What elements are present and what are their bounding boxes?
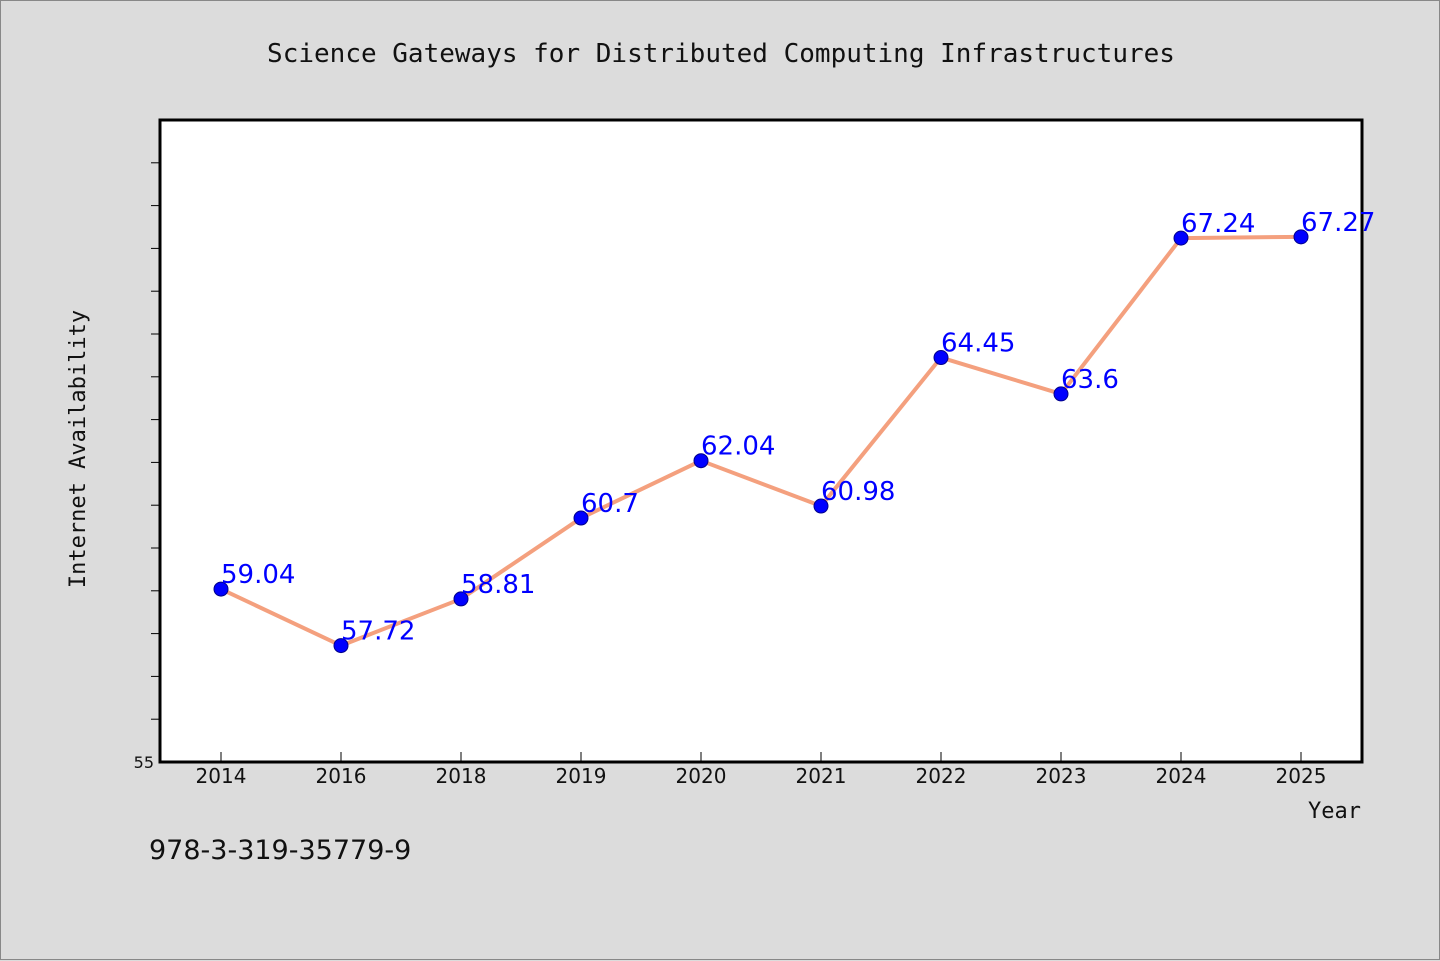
x-tick-label: 2021 (796, 764, 847, 788)
plot-area (158, 118, 1364, 764)
series-line (220, 234, 1302, 648)
data-point (1173, 230, 1189, 246)
data-label: 59.04 (221, 560, 295, 590)
data-point (933, 350, 949, 366)
x-tick-label: 2018 (436, 764, 487, 788)
x-tick-label: 2016 (316, 764, 367, 788)
data-labels: 59.04 57.72 58.81 60.7 62.04 60.98 64.45 63.6 67… (221, 208, 1375, 647)
data-label: 67.27 (1301, 208, 1375, 238)
data-label: 60.98 (821, 477, 895, 507)
data-point (813, 498, 829, 514)
data-label: 62.04 (701, 432, 775, 462)
x-tick-label: 2020 (676, 764, 727, 788)
x-tick-label: 2023 (1036, 764, 1087, 788)
data-label: 64.45 (941, 329, 1015, 359)
isbn-footnote: 978-3-319-35779-9 (149, 835, 412, 866)
data-point (693, 453, 709, 469)
data-label: 58.81 (461, 570, 535, 600)
x-axis-ticks: 2014 2016 2018 2019 2020 2021 2022 2023 2024 2025 (196, 752, 1327, 788)
data-point (333, 638, 349, 654)
y-tick-label: 55 (134, 753, 154, 772)
x-tick-label: 2024 (1156, 764, 1207, 788)
data-point (1293, 229, 1309, 245)
data-label: 63.6 (1061, 365, 1119, 395)
data-label: 60.7 (581, 489, 639, 519)
data-point (213, 581, 229, 597)
data-label: 57.72 (341, 617, 415, 647)
x-axis-label: Year (1308, 799, 1361, 824)
x-tick-label: 2025 (1276, 764, 1327, 788)
x-tick-label: 2014 (196, 764, 247, 788)
y-axis-label: Internet Availability (66, 310, 91, 588)
data-point (1053, 386, 1069, 402)
y-axis-ticks: 55 (134, 162, 160, 772)
series-layer (213, 229, 1309, 654)
data-label: 67.24 (1181, 209, 1255, 239)
data-point (573, 510, 589, 526)
x-tick-label: 2022 (916, 764, 967, 788)
x-tick-label: 2019 (556, 764, 607, 788)
chart-title: Science Gateways for Distributed Computi… (267, 39, 1175, 69)
data-point (453, 591, 469, 607)
